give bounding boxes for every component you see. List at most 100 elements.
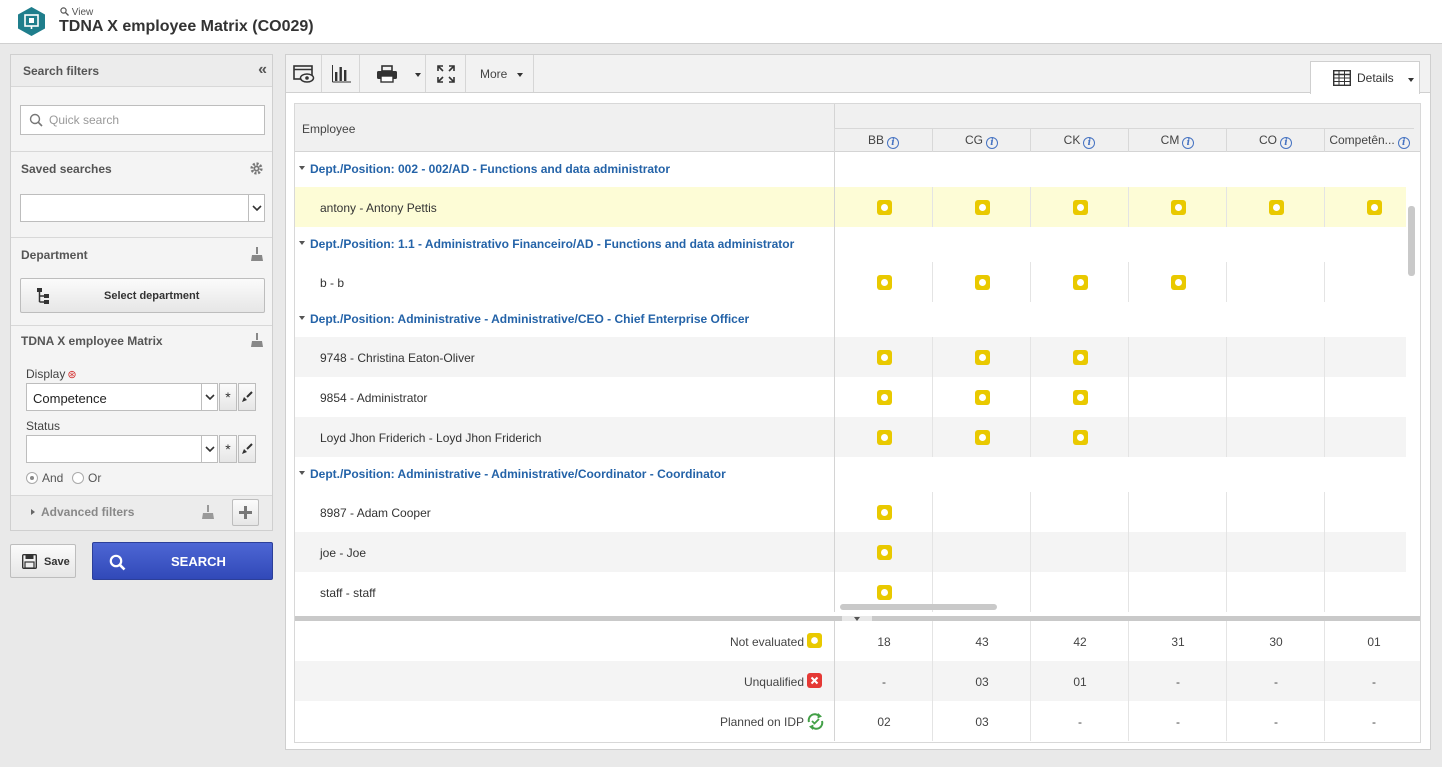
chevron-down-icon[interactable] [201,436,217,462]
collapse-panel-icon[interactable]: « [258,61,267,78]
group-row[interactable]: Dept./Position: Administrative - Adminis… [295,302,1406,337]
not-evaluated-icon[interactable] [975,390,990,405]
fullscreen-button[interactable] [426,55,466,92]
broom-icon[interactable] [202,505,214,520]
status-clear-button[interactable] [238,435,256,463]
department-section: Department Select department [11,238,272,326]
table-row[interactable]: 8987 - Adam Cooper [295,492,1406,532]
breadcrumb[interactable]: View [60,7,93,18]
column-header[interactable]: Competên... i [1324,128,1414,152]
not-evaluated-icon[interactable] [1073,200,1088,215]
table-row[interactable]: antony - Antony Pettis [295,187,1406,227]
select-department-button[interactable]: Select department [20,278,265,313]
not-evaluated-icon[interactable] [975,200,990,215]
horizontal-scrollbar[interactable] [840,604,997,610]
not-evaluated-icon[interactable] [1073,350,1088,365]
not-evaluated-icon[interactable] [1171,200,1186,215]
not-evaluated-icon[interactable] [1269,200,1284,215]
column-header-label: CO [1259,133,1277,147]
details-view-tab[interactable]: Details [1310,61,1420,94]
info-icon[interactable]: i [986,137,998,149]
employee-name: b - b [320,276,345,290]
caret-down-icon [517,73,523,77]
not-evaluated-icon[interactable] [1073,430,1088,445]
column-header[interactable]: BB i [834,128,932,152]
department-label: Department [21,248,88,262]
chevron-down-icon[interactable] [248,195,264,221]
employee-name: Loyd Jhon Friderich - Loyd Jhon Frideric… [320,431,542,445]
table-row[interactable]: staff - staff [295,572,1406,612]
not-evaluated-icon[interactable] [1367,200,1382,215]
not-evaluated-icon[interactable] [877,430,892,445]
column-header-label: BB [867,133,884,147]
broom-icon[interactable] [251,333,263,348]
not-evaluated-icon[interactable] [1171,275,1186,290]
table-row[interactable]: 9854 - Administrator [295,377,1406,417]
display-asterisk-button[interactable]: * [219,383,237,411]
collapse-triangle-icon[interactable] [299,241,305,245]
table-row[interactable]: joe - Joe [295,532,1406,572]
not-evaluated-icon[interactable] [975,350,990,365]
view-button[interactable] [286,55,322,92]
collapse-triangle-icon[interactable] [299,471,305,475]
broom-icon[interactable] [251,247,263,262]
search-button[interactable]: SEARCH [92,542,273,580]
column-header[interactable]: CM i [1128,128,1226,152]
not-evaluated-icon[interactable] [877,275,892,290]
group-row[interactable]: Dept./Position: Administrative - Adminis… [295,457,1406,492]
table-row[interactable]: Loyd Jhon Friderich - Loyd Jhon Frideric… [295,417,1406,457]
not-evaluated-icon[interactable] [877,350,892,365]
chevron-down-icon[interactable] [201,384,217,410]
print-button[interactable] [360,55,426,92]
info-icon[interactable]: i [1397,137,1410,149]
table-row[interactable]: b - b [295,262,1406,302]
group-label: Dept./Position: Administrative - Adminis… [310,312,750,326]
summary-value: - [1176,715,1180,729]
collapse-triangle-icon[interactable] [299,166,305,170]
quick-search-input[interactable]: Quick search [20,105,265,135]
or-label: Or [88,471,102,485]
saved-searches-select[interactable] [20,194,265,222]
info-icon[interactable]: i [1280,137,1292,149]
not-evaluated-icon[interactable] [877,585,892,600]
summary-value: - [1274,715,1278,729]
status-asterisk-button[interactable]: * [219,435,237,463]
summary-label: Not evaluated [729,635,804,649]
not-evaluated-icon[interactable] [1073,275,1088,290]
not-evaluated-icon[interactable] [1073,390,1088,405]
display-clear-button[interactable] [238,383,256,411]
chart-button[interactable] [322,55,360,92]
info-icon[interactable]: i [887,137,899,149]
not-evaluated-icon [807,633,822,651]
column-header[interactable]: CO i [1226,128,1324,152]
summary-value: - [1274,675,1278,689]
not-evaluated-icon[interactable] [877,545,892,560]
advanced-filters-row[interactable]: Advanced filters [11,496,272,530]
status-select[interactable] [26,435,218,463]
not-evaluated-icon[interactable] [975,430,990,445]
page-title: TDNA X employee Matrix (CO029) [59,18,314,35]
column-header[interactable]: CK i [1030,128,1128,152]
group-row[interactable]: Dept./Position: 002 - 002/AD - Functions… [295,152,1406,187]
save-button[interactable]: Save [10,544,76,578]
panel-splitter[interactable] [295,616,1420,622]
column-header[interactable]: CG i [932,128,1030,152]
clear-brush-icon [242,391,253,402]
table-row[interactable]: 9748 - Christina Eaton-Oliver [295,337,1406,377]
employee-column-header[interactable]: Employee [302,122,356,136]
gear-icon[interactable] [249,161,264,176]
not-evaluated-icon[interactable] [877,505,892,520]
info-icon[interactable]: i [1083,137,1096,149]
group-row[interactable]: Dept./Position: 1.1 - Administrativo Fin… [295,227,1406,262]
vertical-scrollbar[interactable] [1408,206,1415,276]
not-evaluated-icon[interactable] [877,200,892,215]
add-filter-button[interactable] [232,499,259,526]
not-evaluated-icon[interactable] [975,275,990,290]
not-evaluated-icon[interactable] [877,390,892,405]
more-menu-button[interactable]: More [466,55,534,92]
info-icon[interactable]: i [1182,137,1195,149]
clear-brush-icon [242,443,253,454]
collapse-triangle-icon[interactable] [299,316,305,320]
display-select[interactable]: Competence [26,383,218,411]
save-label: Save [44,556,70,568]
